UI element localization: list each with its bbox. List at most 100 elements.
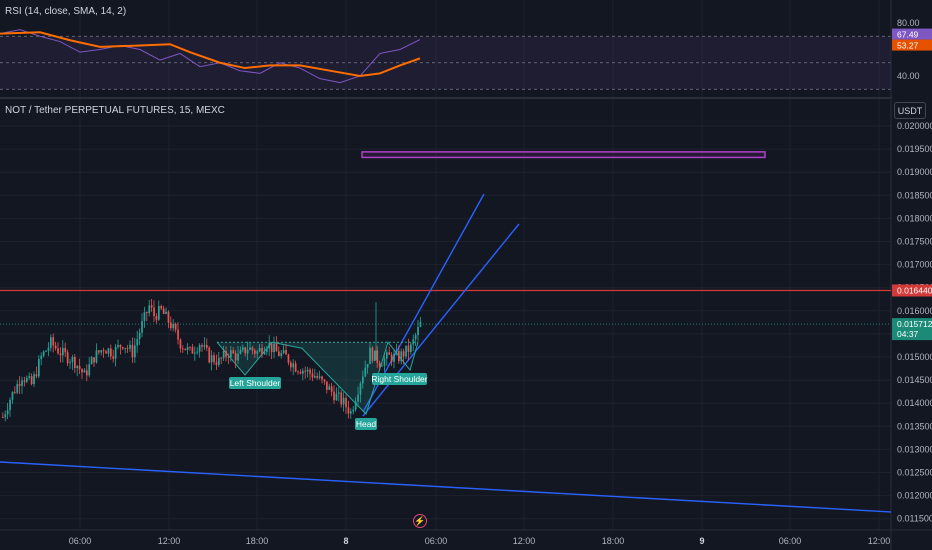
candle-body (6, 410, 9, 415)
resistance-price-badge-box (892, 284, 932, 297)
pattern-labels: Left Shoulder Head Right Shoulder (229, 373, 428, 430)
left-shoulder-label: Left Shoulder (229, 377, 281, 389)
candle-body (198, 345, 201, 352)
candle-body (323, 379, 326, 382)
rsi-tick-label: 80.00 (897, 18, 920, 28)
candle-body (350, 411, 352, 414)
candle-body (112, 356, 115, 359)
candle-body (9, 399, 11, 411)
candle-body (306, 369, 309, 372)
candle-body (165, 311, 167, 314)
right-shoulder-label-box (372, 373, 427, 385)
candle-body (309, 369, 311, 374)
candlestick-series (2, 298, 422, 422)
rsi-ma-line (0, 31, 421, 78)
candle-body (290, 362, 292, 368)
rsi-indicator-title[interactable]: RSI (14, close, SMA, 14, 2) (5, 6, 127, 17)
candle-body (95, 350, 98, 363)
candle-body (376, 350, 379, 363)
candle-body (71, 357, 74, 363)
candle-body (294, 363, 297, 372)
candle-body (230, 350, 232, 358)
price-tick-label: 0.012000 (897, 491, 932, 501)
candle-body (146, 312, 148, 314)
symbol-title[interactable]: NOT / Tether PERPETUAL FUTURES, 15, MEXC (5, 105, 225, 116)
currency-selector[interactable]: USDT (894, 102, 926, 119)
resistance-price-badge-text: 0.016440 (897, 285, 932, 295)
candle-body (254, 350, 256, 354)
candle-body (292, 363, 295, 368)
candle-body (275, 343, 278, 352)
candle-body (268, 343, 271, 349)
candle-body (191, 347, 194, 354)
candle-body (141, 320, 143, 333)
candle-body (74, 357, 76, 368)
candle-body (28, 376, 31, 378)
candle-body (196, 351, 199, 353)
candle-body (47, 347, 50, 351)
price-tick-label: 0.011500 (897, 514, 932, 524)
candle-body (50, 337, 52, 348)
price-tick-label: 0.019000 (897, 167, 932, 177)
candle-body (244, 347, 247, 354)
left-shoulder-label-box (229, 377, 281, 389)
candle-body (107, 348, 110, 354)
rsi-ma-badge: 53.27 (892, 39, 932, 51)
rsi-tick-label: 40.00 (897, 71, 920, 81)
time-tick-label: 06:00 (779, 536, 802, 546)
candle-body (412, 339, 415, 345)
candle-body (321, 376, 323, 380)
candle-body (83, 370, 86, 373)
candle-body (278, 351, 280, 356)
candle-body (45, 350, 47, 352)
candle-body (153, 307, 155, 317)
candle-body (158, 305, 160, 320)
candle-body (14, 391, 16, 393)
time-tick-label: 18:00 (602, 536, 625, 546)
candle-body (225, 351, 227, 357)
candle-body (270, 343, 273, 353)
head-label-text: Head (356, 419, 377, 429)
candle-body (297, 371, 299, 373)
last-price-badge-box (892, 318, 932, 341)
price-axis[interactable]: 0.020000 0.019500 0.019000 0.018500 0.018000… (892, 121, 932, 524)
candle-body (311, 373, 314, 378)
candle-body (393, 353, 395, 362)
candle-body (299, 372, 302, 374)
time-tick-label: 12:00 (158, 536, 181, 546)
candle-body (143, 312, 146, 321)
candle-body (114, 346, 117, 359)
candle-body (167, 311, 170, 323)
candle-body (280, 353, 283, 356)
candle-body (390, 354, 393, 362)
price-tick-label: 0.018500 (897, 190, 932, 200)
lightning-icon[interactable]: ⚡ (413, 514, 427, 528)
price-tick-label: 0.014500 (897, 375, 932, 385)
candle-body (345, 397, 347, 408)
candle-body (302, 370, 304, 374)
resistance-price-badge: 0.016440 (892, 284, 932, 297)
rsi-value-badge: 67.49 (892, 28, 932, 40)
last-price-badge-text: 0.015712 (897, 319, 932, 329)
time-axis[interactable]: 06:00 12:00 18:00 8 06:00 12:00 18:00 9 06:00 12:… (69, 536, 891, 546)
grid-lines (0, 0, 891, 530)
candle-body (138, 332, 141, 340)
candle-body (364, 367, 367, 377)
candle-body (366, 364, 369, 368)
candle-body (410, 344, 412, 353)
candle-body (129, 344, 131, 349)
candle-body (189, 346, 191, 348)
rsi-value-badge-text: 67.49 (897, 30, 919, 40)
candle-body (66, 352, 69, 364)
candle-body (352, 409, 355, 412)
time-tick-label: 8 (343, 536, 348, 546)
candle-body (318, 376, 321, 378)
candle-body (304, 370, 307, 372)
candle-body (261, 347, 263, 355)
candle-body (16, 383, 19, 393)
price-tick-label: 0.020000 (897, 121, 932, 131)
candle-body (388, 352, 391, 355)
